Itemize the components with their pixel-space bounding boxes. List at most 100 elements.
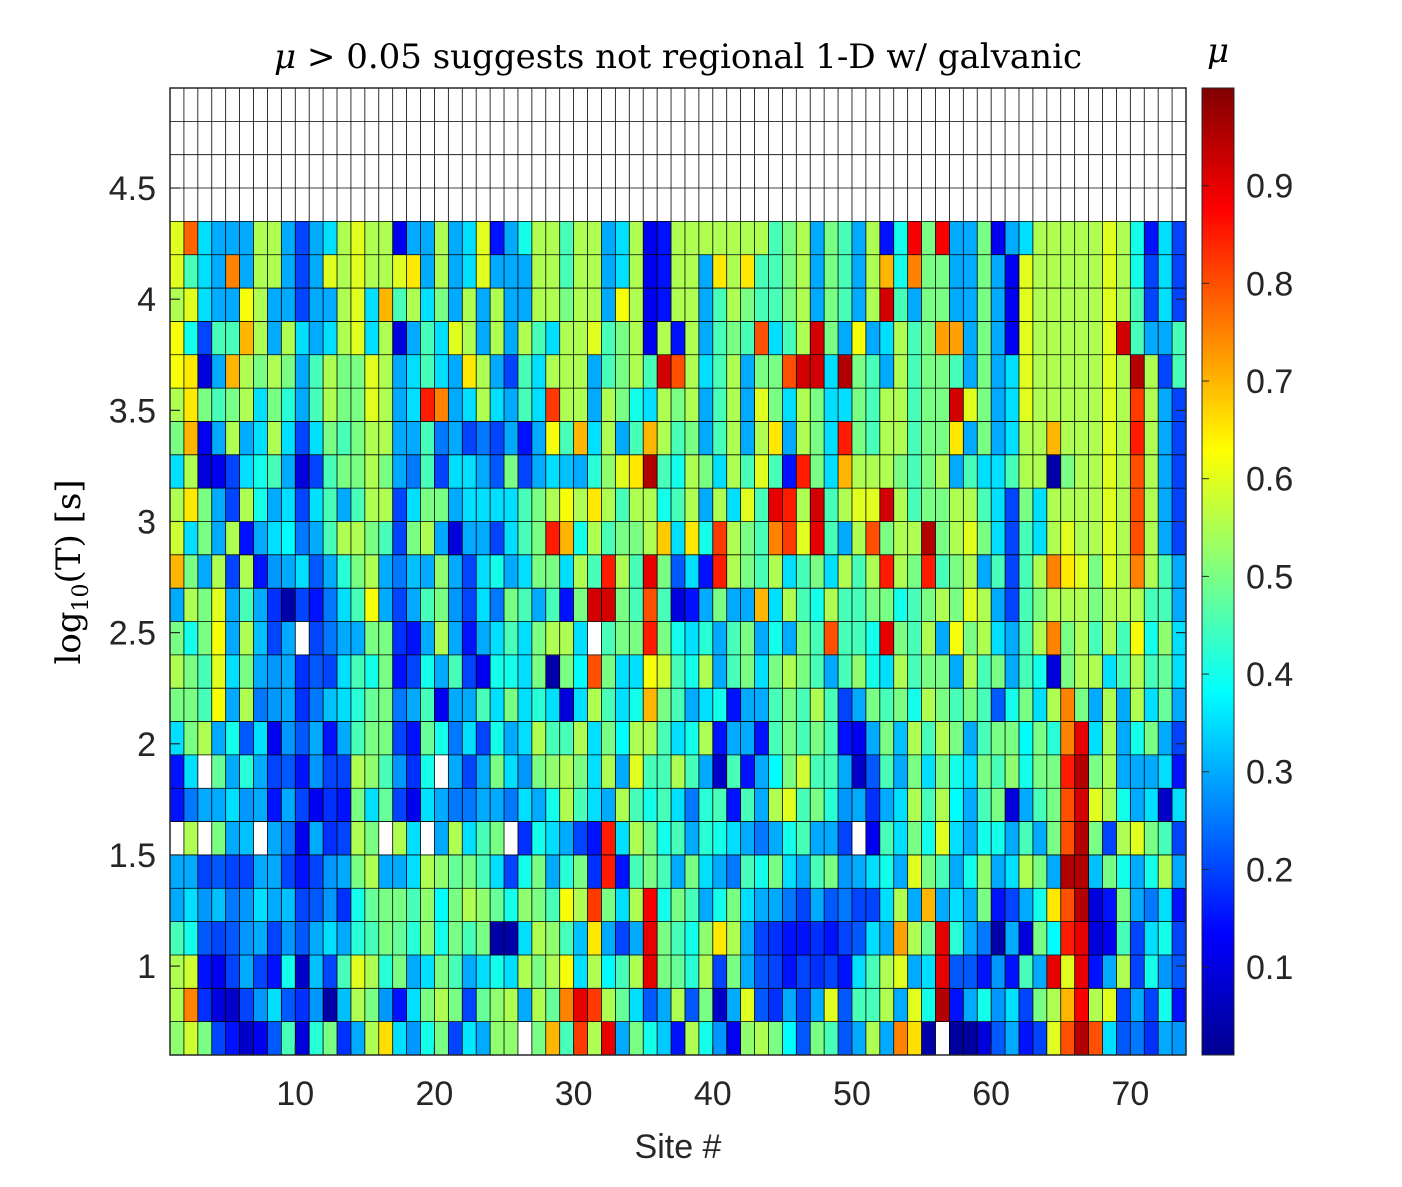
y-label-rest: (T) [s]: [49, 479, 89, 583]
heatmap-cell: [337, 921, 352, 956]
heatmap-cell: [851, 688, 867, 722]
heatmap-cell: [392, 1021, 407, 1056]
heatmap-cell: [740, 988, 755, 1022]
heatmap-cell: [935, 288, 950, 322]
heatmap-cell: [504, 488, 519, 522]
heatmap-cell: [949, 821, 964, 856]
heatmap-cell: [267, 954, 282, 989]
heatmap-cell: [225, 488, 240, 522]
heatmap-cell: [879, 388, 895, 422]
heatmap-cell: [364, 654, 380, 689]
heatmap-cell: [643, 288, 658, 322]
heatmap-cell: [239, 254, 254, 289]
heatmap-cell: [350, 288, 366, 322]
heatmap-cell: [796, 554, 811, 589]
heatmap-cell: [768, 221, 783, 256]
heatmap-cell: [796, 854, 811, 889]
heatmap-cell: [865, 254, 881, 289]
heatmap-cell: [1046, 554, 1062, 589]
heatmap-cell: [434, 788, 449, 822]
heatmap-cell: [337, 254, 352, 289]
heatmap-cell: [183, 454, 199, 489]
heatmap-cell: [434, 388, 449, 422]
y-tick-label: 4.5: [109, 170, 156, 208]
heatmap-cell: [350, 854, 366, 889]
heatmap-cell: [921, 554, 936, 589]
colorbar-tick-label: 0.7: [1246, 363, 1293, 401]
heatmap-cell: [991, 754, 1006, 789]
heatmap-cell: [350, 621, 366, 656]
heatmap-cell: [239, 954, 254, 989]
heatmap-cell: [406, 454, 421, 489]
heatmap-cell: [712, 988, 728, 1022]
heatmap-cell: [657, 321, 672, 356]
heatmap-cell: [448, 854, 463, 889]
heatmap-cell: [281, 521, 296, 556]
heatmap-cell: [977, 488, 992, 522]
heatmap-cell: [239, 621, 254, 656]
heatmap-cell: [476, 354, 491, 389]
plot-frame: [169, 87, 1187, 1056]
heatmap-cell: [601, 388, 616, 422]
heatmap-cell: [838, 421, 853, 456]
heatmap-cell: [1144, 754, 1159, 789]
heatmap-cell: [406, 288, 421, 322]
heatmap-cell: [601, 254, 616, 289]
heatmap-cell: [921, 688, 936, 722]
heatmap-cell: [1130, 854, 1145, 889]
heatmap-cell: [392, 821, 407, 856]
heatmap-cell: [740, 954, 755, 989]
heatmap-cell: [851, 554, 867, 589]
heatmap-cell: [907, 421, 922, 456]
heatmap-cell: [239, 521, 254, 556]
heatmap-cell: [350, 888, 366, 922]
heatmap-cell: [991, 854, 1006, 889]
heatmap-cell: [420, 488, 435, 522]
heatmap-cell: [337, 954, 352, 989]
heatmap-cell: [1046, 321, 1062, 356]
heatmap-cell: [517, 588, 533, 622]
heatmap-cell: [810, 254, 825, 289]
heatmap-cell: [977, 588, 992, 622]
heatmap-cell: [490, 654, 505, 689]
heatmap-cell: [406, 754, 421, 789]
heatmap-cell: [309, 754, 324, 789]
heatmap-cell: [420, 554, 435, 589]
heatmap-cell: [490, 521, 505, 556]
heatmap-cell: [1158, 821, 1173, 856]
heatmap-cell: [337, 588, 352, 622]
heatmap-cell: [350, 921, 366, 956]
heatmap-cell: [462, 854, 477, 889]
heatmap-cell: [406, 888, 421, 922]
heatmap-cell: [1032, 288, 1048, 322]
heatmap-cell: [323, 754, 338, 789]
y-axis-label: log10(T) [s]: [49, 479, 94, 664]
heatmap-cell: [893, 354, 908, 389]
heatmap-cell: [893, 454, 908, 489]
heatmap-cell: [977, 388, 992, 422]
heatmap-cell: [253, 1021, 268, 1056]
heatmap-cell: [531, 688, 547, 722]
heatmap-cell: [643, 688, 658, 722]
heatmap-cell: [684, 888, 700, 922]
heatmap-cell: [921, 821, 936, 856]
heatmap-cell: [448, 1021, 463, 1056]
heatmap-cell: [698, 454, 714, 489]
heatmap-cell: [796, 821, 811, 856]
heatmap-cell: [796, 888, 811, 922]
heatmap-cell: [782, 421, 797, 456]
heatmap-cell: [170, 854, 185, 889]
heatmap-cell: [197, 721, 213, 756]
heatmap-cell: [406, 621, 421, 656]
heatmap-cell: [448, 388, 463, 422]
heatmap-cell: [782, 954, 797, 989]
heatmap-cell: [211, 754, 226, 789]
heatmap-cell: [1060, 554, 1075, 589]
heatmap-cell: [545, 688, 560, 722]
heatmap-cell: [768, 821, 783, 856]
y-tick-label: 4: [137, 281, 156, 319]
heatmap-cell: [267, 688, 282, 722]
heatmap-cell: [810, 288, 825, 322]
heatmap-cell: [378, 1021, 393, 1056]
heatmap-cell: [1130, 321, 1145, 356]
